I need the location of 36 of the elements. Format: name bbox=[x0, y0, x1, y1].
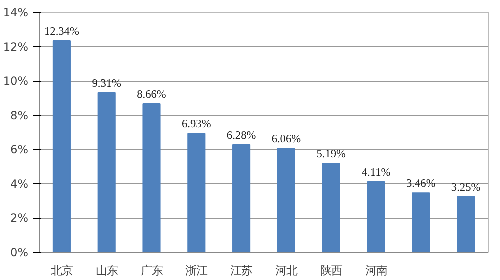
bar bbox=[98, 92, 116, 252]
y-tick-label: 10% bbox=[3, 74, 29, 88]
x-tick-label: 浙江 bbox=[186, 264, 208, 278]
data-label: 9.31% bbox=[92, 78, 122, 90]
x-tick-label: 陕西 bbox=[320, 264, 342, 278]
y-tick-label: 12% bbox=[3, 40, 29, 54]
bar bbox=[142, 104, 161, 252]
y-tick-label: 4% bbox=[10, 176, 29, 191]
x-tick-label: 河北 bbox=[275, 264, 298, 278]
data-label: 8.66% bbox=[137, 89, 167, 102]
x-tick-label: 江苏 bbox=[230, 264, 253, 278]
bar bbox=[232, 144, 251, 252]
data-label: 6.28% bbox=[226, 130, 257, 142]
bar bbox=[367, 182, 386, 252]
bar bbox=[322, 163, 340, 252]
x-tick-label: 广东 bbox=[140, 264, 163, 278]
y-tick-label: 2% bbox=[10, 211, 29, 226]
data-label: 3.25% bbox=[451, 182, 482, 194]
bar bbox=[52, 40, 71, 252]
data-label: 4.11% bbox=[362, 167, 392, 180]
y-tick-label: 0% bbox=[10, 246, 29, 260]
data-label: 5.19% bbox=[316, 148, 347, 161]
data-label: 6.93% bbox=[182, 118, 212, 131]
data-label: 12.34% bbox=[44, 26, 80, 38]
y-tick-label: 8% bbox=[10, 108, 29, 122]
y-tick-label: 6% bbox=[10, 142, 29, 157]
bar bbox=[277, 148, 296, 252]
x-tick-label: 北京 bbox=[50, 264, 73, 278]
x-tick-label: 山东 bbox=[96, 264, 118, 278]
data-label: 3.46% bbox=[406, 178, 436, 190]
x-tick-label: 河南 bbox=[365, 264, 388, 278]
data-label: 6.06% bbox=[272, 134, 302, 146]
bar bbox=[188, 133, 206, 252]
y-tick-label: 14% bbox=[3, 6, 29, 20]
bar bbox=[457, 196, 476, 252]
bar bbox=[412, 192, 430, 252]
